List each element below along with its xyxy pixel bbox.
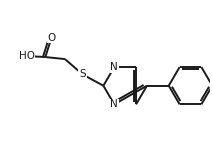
Text: O: O (47, 33, 56, 43)
Text: N: N (110, 62, 118, 72)
Text: HO: HO (19, 51, 35, 61)
Text: N: N (110, 99, 118, 109)
Text: S: S (79, 69, 86, 79)
